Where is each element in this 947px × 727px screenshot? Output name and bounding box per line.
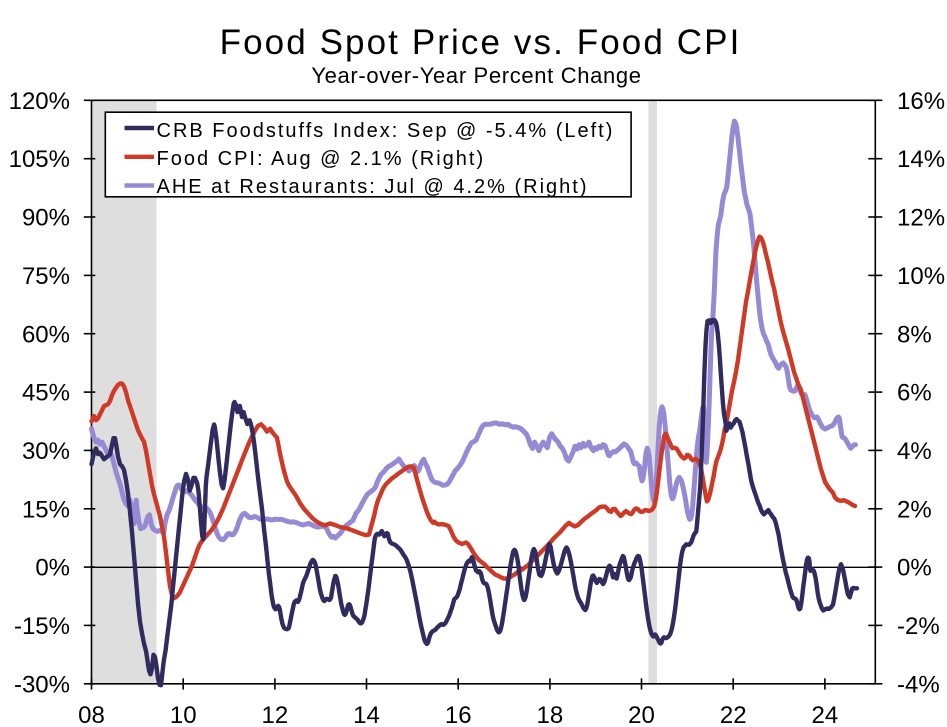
svg-text:08: 08 — [78, 702, 105, 727]
svg-text:12: 12 — [262, 702, 289, 727]
svg-text:-2%: -2% — [897, 613, 940, 640]
svg-text:10%: 10% — [897, 263, 945, 290]
svg-text:Year-over-Year Percent Change: Year-over-Year Percent Change — [311, 63, 641, 88]
svg-text:60%: 60% — [22, 321, 70, 348]
svg-text:-4%: -4% — [897, 671, 940, 698]
svg-text:14: 14 — [353, 702, 380, 727]
svg-text:18: 18 — [537, 702, 564, 727]
svg-text:30%: 30% — [22, 438, 70, 465]
svg-text:6%: 6% — [897, 380, 932, 407]
svg-text:24: 24 — [812, 702, 839, 727]
svg-text:22: 22 — [720, 702, 747, 727]
svg-text:-30%: -30% — [14, 671, 70, 698]
svg-text:20: 20 — [628, 702, 655, 727]
svg-text:0%: 0% — [35, 555, 70, 582]
svg-text:CRB Foodstuffs Index: Sep @ -5: CRB Foodstuffs Index: Sep @ -5.4% (Left) — [157, 120, 615, 142]
svg-text:16: 16 — [445, 702, 472, 727]
svg-text:90%: 90% — [22, 205, 70, 232]
svg-text:16%: 16% — [897, 88, 945, 115]
svg-text:8%: 8% — [897, 321, 932, 348]
svg-text:75%: 75% — [22, 263, 70, 290]
svg-text:12%: 12% — [897, 205, 945, 232]
svg-text:2%: 2% — [897, 496, 932, 523]
svg-text:Food CPI: Aug @ 2.1% (Right): Food CPI: Aug @ 2.1% (Right) — [157, 148, 486, 170]
svg-text:10: 10 — [170, 702, 197, 727]
svg-text:-15%: -15% — [14, 613, 70, 640]
svg-text:15%: 15% — [22, 496, 70, 523]
svg-text:4%: 4% — [897, 438, 932, 465]
svg-text:AHE at Restaurants: Jul @ 4.2%: AHE at Restaurants: Jul @ 4.2% (Right) — [157, 176, 589, 198]
svg-text:120%: 120% — [9, 88, 70, 115]
svg-text:14%: 14% — [897, 146, 945, 173]
svg-text:105%: 105% — [9, 146, 70, 173]
svg-text:0%: 0% — [897, 555, 932, 582]
svg-text:Food Spot Price vs. Food CPI: Food Spot Price vs. Food CPI — [220, 23, 742, 62]
svg-text:45%: 45% — [22, 380, 70, 407]
